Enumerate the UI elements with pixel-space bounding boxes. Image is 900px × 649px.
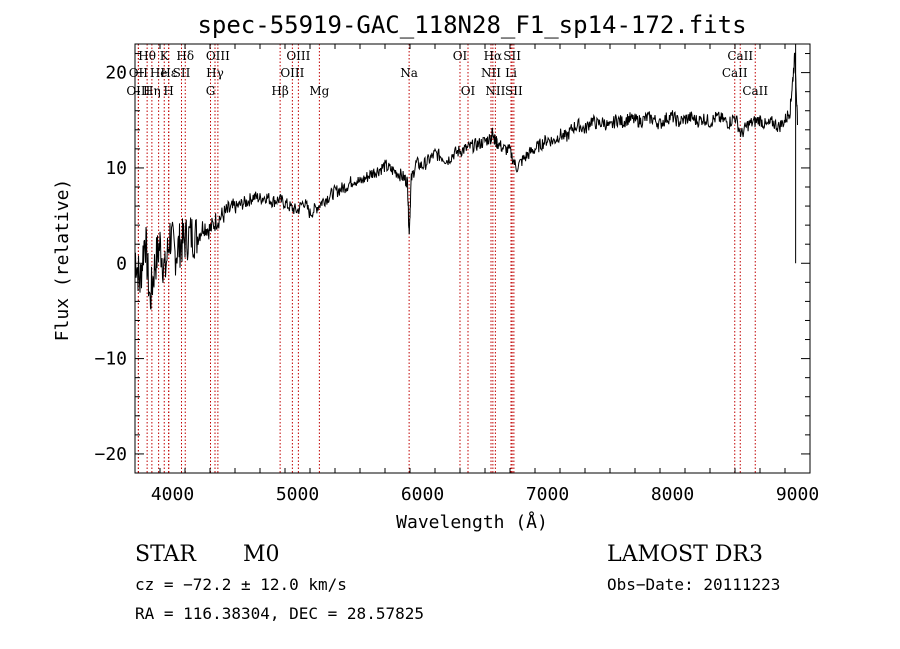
spectrum-series <box>134 44 798 310</box>
x-tick-label: 9000 <box>776 484 819 505</box>
spectral-line-label: CaII <box>742 84 768 98</box>
y-tick-label: 0 <box>116 253 127 274</box>
obs-date: Obs−Date: 20111223 <box>607 575 780 594</box>
redshift-value: cz = −72.2 ± 12.0 km/s <box>135 575 347 594</box>
chart-title: spec-55919-GAC_118N28_F1_sp14-172.fits <box>197 11 746 39</box>
spectral-line-label: Hδ <box>176 49 194 63</box>
y-axis-label: Flux (relative) <box>52 179 73 342</box>
spectral-line-label: Mg <box>309 84 329 98</box>
spectral-line-label: Li <box>505 66 517 80</box>
spectral-line-label: Hγ <box>206 66 224 80</box>
spectrum-line <box>134 52 798 310</box>
spectral-line-label: H <box>163 84 173 98</box>
axis-ticks: 4000 5000 6000 7000 8000 9000 −20 −10 0 10 20 <box>94 44 819 505</box>
object-class: STAR <box>135 542 197 567</box>
x-tick-label: 5000 <box>276 484 319 505</box>
object-subclass: M0 <box>243 542 280 567</box>
spectral-line-label: NII <box>485 84 505 98</box>
x-tick-label: 8000 <box>651 484 694 505</box>
spectral-line-label: SII <box>503 49 521 63</box>
spectral-line-label: OIII <box>280 66 304 80</box>
survey-name: LAMOST DR3 <box>607 542 763 567</box>
spectral-line-label: OIII <box>206 49 230 63</box>
y-tick-label: −10 <box>94 349 127 370</box>
x-tick-label: 4000 <box>151 484 194 505</box>
spectral-line-label: OIII <box>126 84 150 98</box>
spectral-line-label: CaII <box>727 49 753 63</box>
spectral-line-label: Hε <box>160 66 177 80</box>
spectral-line-label: Hθ <box>138 49 156 63</box>
spectral-line-label: OI <box>461 84 476 98</box>
y-tick-label: 20 <box>105 63 127 84</box>
spectral-line-label: SII <box>173 66 191 80</box>
x-axis-label: Wavelength (Å) <box>396 511 548 533</box>
spectral-line-label: Hα <box>484 49 503 63</box>
spectral-line-label: CaII <box>722 66 748 80</box>
spectral-line-label: SII <box>505 84 523 98</box>
spectral-line-label: Hη <box>143 84 161 98</box>
x-tick-label: 6000 <box>401 484 444 505</box>
y-tick-label: 10 <box>105 158 127 179</box>
spectral-line-label: G <box>206 84 216 98</box>
x-tick-label: 7000 <box>526 484 569 505</box>
plot-frame <box>134 43 811 474</box>
spectral-line-label: Na <box>400 66 418 80</box>
coordinates: RA = 116.38304, DEC = 28.57825 <box>135 604 424 623</box>
spectral-line-label: K <box>160 49 170 63</box>
spectral-line-label: NII <box>481 66 501 80</box>
spectral-line-label: OIII <box>286 49 310 63</box>
y-tick-label: −20 <box>94 444 127 465</box>
spectral-line-label: He <box>150 66 168 80</box>
spectral-lines-group <box>137 44 756 473</box>
spectral-line-label: Hβ <box>271 84 288 98</box>
spectral-line-label: OI <box>453 49 468 63</box>
